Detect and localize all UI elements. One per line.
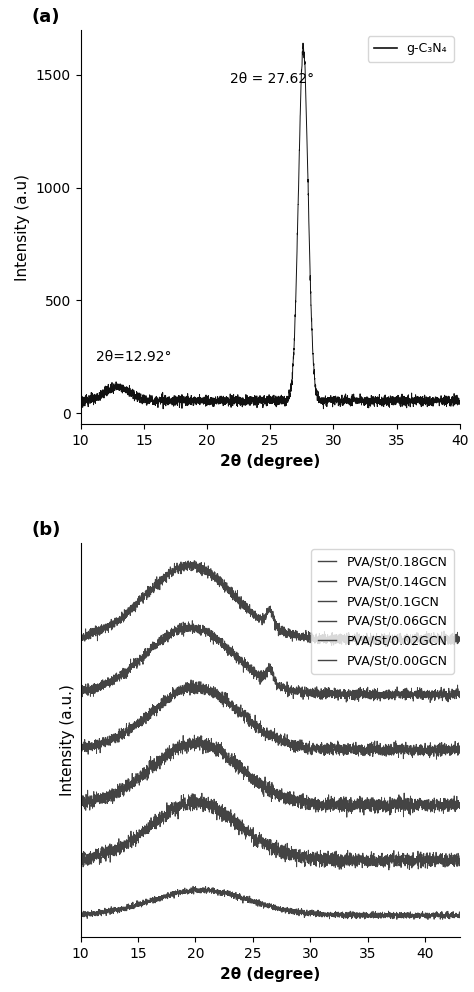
X-axis label: 2θ (degree): 2θ (degree): [220, 453, 320, 468]
X-axis label: 2θ (degree): 2θ (degree): [220, 967, 320, 982]
Y-axis label: Intensity (a.u.): Intensity (a.u.): [60, 684, 75, 796]
Text: (a): (a): [31, 8, 60, 26]
Text: 2θ = 27.62°: 2θ = 27.62°: [229, 71, 314, 86]
Y-axis label: Intensity (a.u): Intensity (a.u): [15, 174, 30, 281]
Text: 2θ=12.92°: 2θ=12.92°: [96, 350, 171, 364]
Legend: g-C₃N₄: g-C₃N₄: [368, 36, 454, 62]
Legend: PVA/St/0.18GCN, PVA/St/0.14GCN, PVA/St/0.1GCN, PVA/St/0.06GCN, PVA/St/0.02GCN, P: PVA/St/0.18GCN, PVA/St/0.14GCN, PVA/St/0…: [311, 549, 454, 674]
Text: (b): (b): [31, 521, 61, 539]
